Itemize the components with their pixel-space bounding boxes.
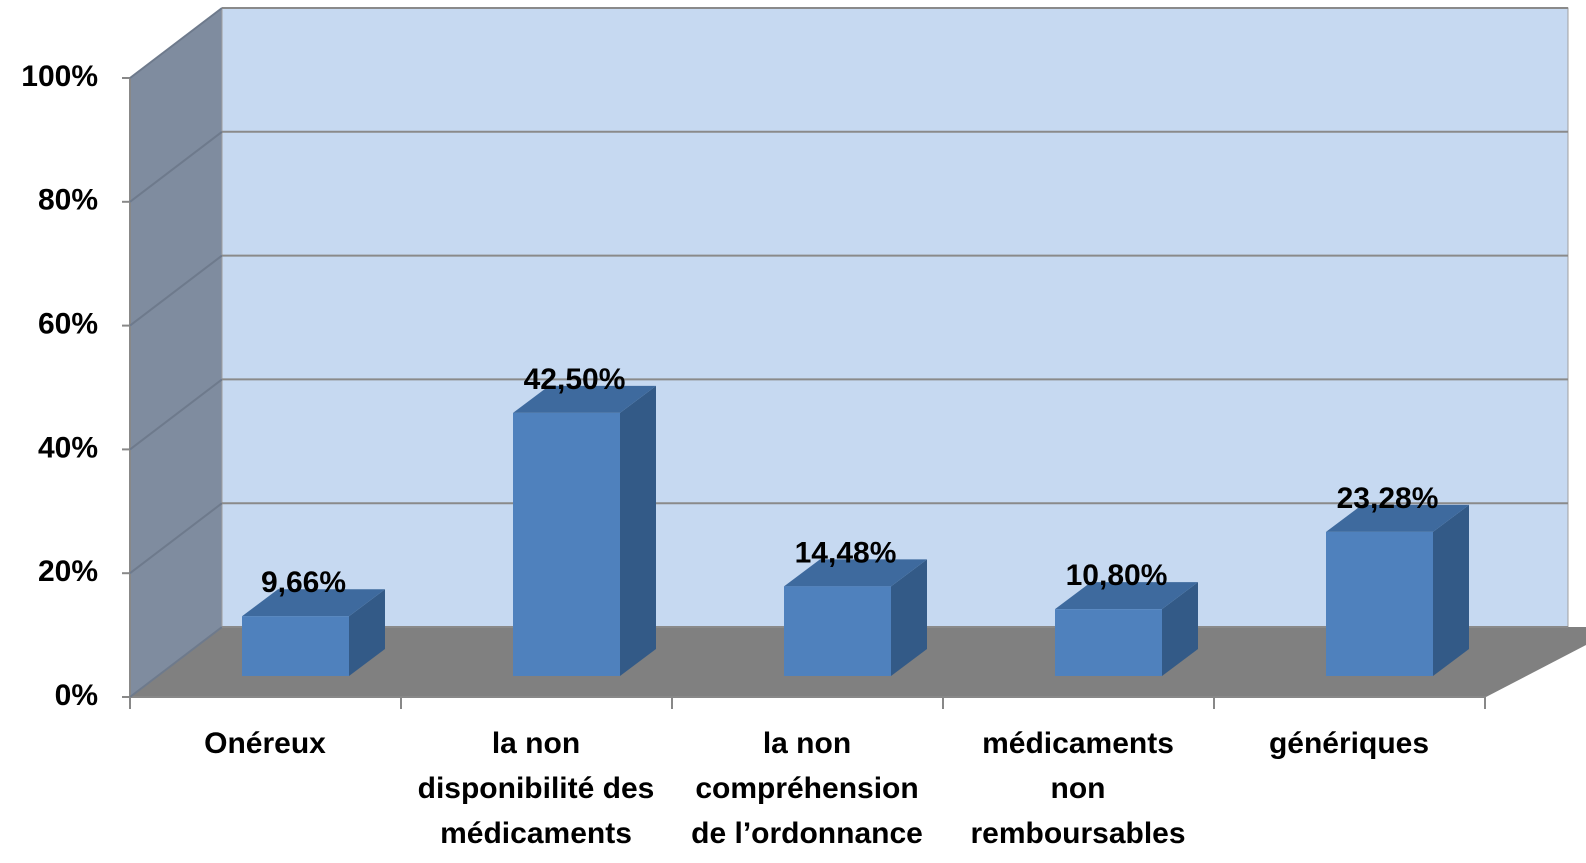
bar-top	[784, 559, 927, 587]
x-tick-label: non	[1051, 772, 1106, 805]
x-tick-label: médicaments	[982, 727, 1174, 760]
grid-line	[129, 378, 223, 451]
data-label: 10,80%	[1066, 559, 1168, 592]
x-tick-label: Onéreux	[204, 727, 326, 760]
x-tick-label: médicaments	[440, 817, 632, 850]
bar	[242, 616, 349, 676]
data-label: 23,28%	[1337, 482, 1439, 515]
bar-side	[349, 589, 385, 676]
bar-side	[620, 385, 656, 676]
bar	[1326, 531, 1433, 676]
x-tick-label: génériques	[1269, 727, 1429, 760]
bar	[513, 412, 620, 676]
y-tick-label: 60%	[38, 308, 98, 341]
y-tick-label: 20%	[38, 555, 98, 588]
bar-top	[1055, 582, 1198, 610]
bar-top	[242, 589, 385, 617]
data-label: 42,50%	[524, 363, 626, 396]
y-tick-label: 0%	[55, 679, 98, 712]
y-tick-label: 80%	[38, 184, 98, 217]
x-tick-label: remboursables	[970, 817, 1185, 850]
bar-side	[1433, 504, 1469, 676]
bar	[784, 586, 891, 676]
grid-line	[129, 254, 223, 327]
bar-top	[513, 385, 656, 413]
x-tick-label: la non	[763, 727, 851, 760]
bar-top	[1326, 504, 1469, 532]
x-tick-label: compréhension	[695, 772, 918, 805]
data-label: 9,66%	[261, 566, 346, 599]
grid-line	[129, 502, 223, 574]
y-tick-label: 100%	[21, 60, 98, 93]
y-tick-label: 40%	[38, 431, 98, 464]
x-tick-label: la non	[492, 727, 580, 760]
x-tick-label: disponibilité des	[418, 772, 655, 805]
bar	[1055, 609, 1162, 676]
grid-line	[129, 131, 223, 203]
grid-line	[129, 7, 223, 79]
bar-side	[1162, 582, 1198, 676]
data-label: 14,48%	[795, 536, 897, 569]
x-tick-label: de l’ordonnance	[691, 817, 923, 850]
bar-side	[891, 559, 927, 676]
grid-line	[129, 626, 223, 698]
side-wall	[130, 8, 222, 697]
